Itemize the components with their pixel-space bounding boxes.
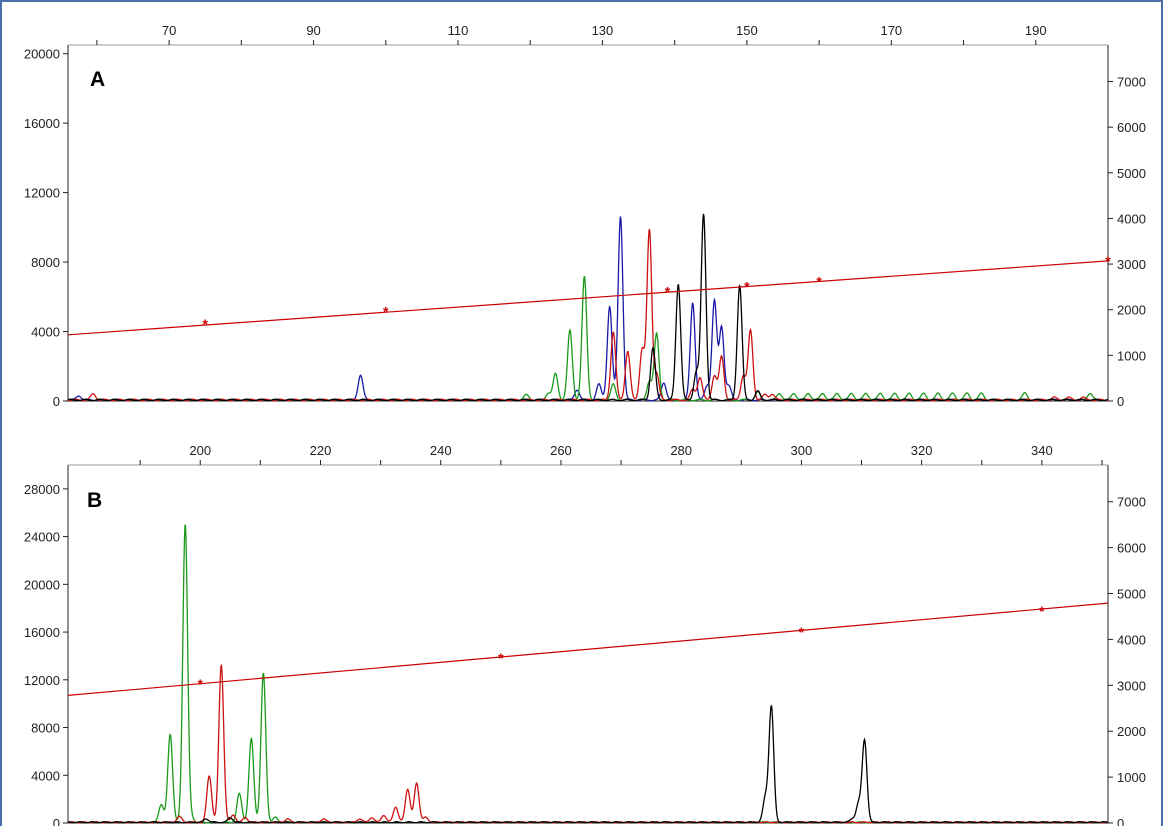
panel-b-x-tick-label: 240 bbox=[430, 443, 452, 458]
panel-b-y-left-tick-label: 12000 bbox=[24, 673, 60, 688]
panel-b-label: B bbox=[87, 489, 102, 512]
panel-b-size-standard-line bbox=[67, 602, 1109, 697]
panel-a-y-left-tick-label: 16000 bbox=[24, 116, 60, 131]
panel-a: A 70 90 110 130 150 170 190 0 4000 8000 12000 16000… bbox=[24, 23, 1146, 409]
panel-b-size-marker: * bbox=[498, 650, 504, 666]
panel-a-label: A bbox=[90, 68, 105, 91]
panel-a-size-marker: * bbox=[383, 304, 389, 320]
panel-b-x-tick-label: 260 bbox=[550, 443, 572, 458]
panel-b-y-right-tick-label: 3000 bbox=[1117, 678, 1146, 693]
panel-a-y-left-tick-label: 12000 bbox=[24, 186, 60, 201]
panel-b-y-left-tick-label: 28000 bbox=[24, 482, 60, 497]
panel-a-y-right-tick-label: 5000 bbox=[1117, 166, 1146, 181]
panel-b-y-right-tick-label: 6000 bbox=[1117, 541, 1146, 556]
panel-a-trace-black bbox=[67, 213, 1109, 402]
panel-a-y-left-tick-label: 20000 bbox=[24, 47, 60, 62]
panel-b-y-right-tick-label: 0 bbox=[1117, 816, 1124, 826]
panel-b-x-tick-label: 220 bbox=[310, 443, 332, 458]
panel-a-y-right-tick-label: 1000 bbox=[1117, 348, 1146, 363]
panel-a-trace-red bbox=[67, 228, 1109, 402]
panel-b-x-tick-label: 340 bbox=[1031, 443, 1053, 458]
panel-a-x-tick-label: 110 bbox=[448, 23, 469, 38]
panel-a-x-tick-label: 130 bbox=[592, 23, 614, 38]
panel-b-size-marker: * bbox=[799, 624, 805, 640]
panel-b-y-left-tick-label: 24000 bbox=[24, 530, 60, 545]
panel-a-y-right-tick-label: 0 bbox=[1117, 394, 1124, 409]
panel-b-x-tick-label: 200 bbox=[189, 443, 211, 458]
panel-a-y-left-tick-label: 8000 bbox=[31, 255, 60, 270]
panel-a-y-right-tick-label: 2000 bbox=[1117, 303, 1146, 318]
panel-b-trace-red bbox=[67, 663, 1108, 824]
panel-b: B 200 220 240 260 280 300 320 340 0 4000 8000 12000… bbox=[24, 443, 1146, 826]
panel-a-size-marker: * bbox=[202, 316, 208, 332]
panel-a-y-left-tick-label: 0 bbox=[53, 394, 60, 409]
panel-b-x-tick-label: 300 bbox=[791, 443, 813, 458]
panel-b-y-right-tick-label: 1000 bbox=[1117, 770, 1146, 785]
panel-a-trace-green bbox=[67, 275, 1109, 402]
panel-a-y-right-tick-label: 3000 bbox=[1117, 257, 1146, 272]
panel-a-x-tick-label: 70 bbox=[162, 23, 176, 38]
panel-a-y-right-tick-label: 4000 bbox=[1117, 211, 1146, 226]
panel-b-trace-black bbox=[68, 704, 1109, 824]
panel-b-y-left-tick-label: 16000 bbox=[24, 625, 60, 640]
panel-a-size-marker: * bbox=[1105, 253, 1111, 269]
panel-b-y-right-tick-label: 7000 bbox=[1117, 495, 1146, 510]
panel-b-y-left-tick-label: 4000 bbox=[31, 768, 60, 783]
panel-b-x-tick-label: 280 bbox=[670, 443, 692, 458]
panel-a-y-right-tick-label: 7000 bbox=[1117, 75, 1146, 90]
panel-b-trace-green bbox=[68, 524, 1109, 824]
panel-a-size-marker: * bbox=[744, 278, 750, 294]
panel-a-x-tick-label: 170 bbox=[880, 23, 902, 38]
panel-a-size-marker: * bbox=[816, 273, 822, 289]
panel-a-x-tick-label: 190 bbox=[1025, 23, 1047, 38]
panel-b-size-marker: * bbox=[1039, 603, 1045, 619]
panel-b-y-right-tick-label: 4000 bbox=[1117, 632, 1146, 647]
panel-b-y-left-tick-label: 8000 bbox=[31, 721, 60, 736]
panel-a-size-standard-line bbox=[67, 260, 1109, 336]
panel-a-x-tick-label: 90 bbox=[306, 23, 320, 38]
panel-b-y-right-tick-label: 2000 bbox=[1117, 724, 1146, 739]
panel-a-x-tick-label: 150 bbox=[736, 23, 758, 38]
panel-b-y-right-tick-label: 5000 bbox=[1117, 587, 1146, 602]
panel-b-y-left-tick-label: 0 bbox=[53, 816, 60, 826]
panel-b-size-marker: * bbox=[198, 676, 204, 692]
panel-a-y-right-tick-label: 6000 bbox=[1117, 120, 1146, 135]
panel-b-y-left-tick-label: 20000 bbox=[24, 577, 60, 592]
panel-a-size-marker: * bbox=[665, 283, 671, 299]
panel-b-x-tick-label: 320 bbox=[911, 443, 933, 458]
panel-a-y-left-tick-label: 4000 bbox=[31, 325, 60, 340]
